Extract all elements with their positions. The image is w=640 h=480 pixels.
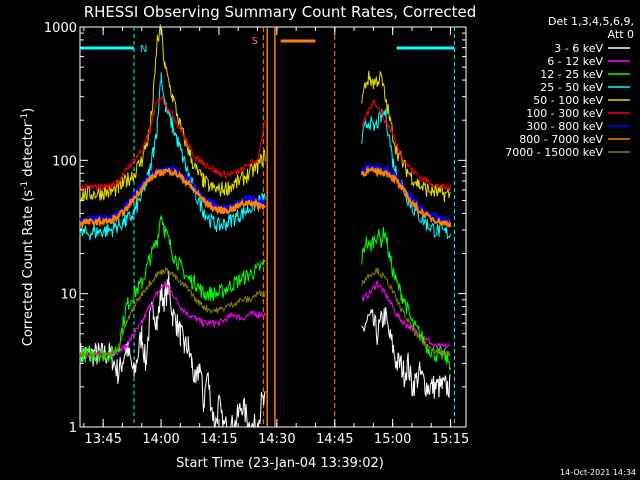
plot-frame [79,26,467,428]
series-line-8 [361,267,451,357]
x-tick-label: 14:30 [258,432,295,447]
series-line-1 [361,279,451,351]
night-label: N [140,44,147,55]
legend-detectors: Det 1,3,4,5,6,9, [548,15,634,28]
y-tick-label: 100 [52,154,77,169]
series-line-1 [79,281,266,359]
series-line-0 [79,270,266,429]
axis-layer: 1 10 100 1000 13:45 14:00 14:15 14:30 14:45 15:00… [44,21,469,447]
series-line-2 [79,215,266,363]
legend-label: 25 - 50 keV [540,81,603,94]
series-line-3 [79,72,266,241]
y-tick-label: 1 [69,421,77,436]
saa-label: S [252,36,258,47]
legend-label: 12 - 25 keV [540,68,603,81]
legend-label: 7000 - 15000 keV [505,146,603,159]
x-tick-label: 13:45 [84,432,121,447]
legend-label: 6 - 12 keV [547,55,603,68]
chart-title: RHESSI Observing Summary Count Rates, Co… [84,3,477,21]
footer-date: 14-Oct-2021 14:34 [560,468,636,477]
x-tick-label: 15:15 [432,432,469,447]
series-line-8 [79,266,266,360]
y-axis-label: Corrected Count Rate (s-1 detector-1) [20,108,36,346]
series-line-5 [361,99,452,191]
y-tick-label: 1000 [44,21,77,36]
x-tick-label: 14:00 [142,432,179,447]
x-tick-label: 15:00 [374,432,411,447]
series-line-2 [361,226,452,371]
x-axis-label: Start Time (23-Jan-04 13:39:02) [176,456,384,471]
series-line-7 [360,165,452,228]
legend-label: 800 - 7000 keV [519,133,603,146]
legend-label: 300 - 800 keV [526,120,603,133]
y-tick-label: 10 [60,288,77,303]
series-line-4 [79,24,266,202]
series-line-5 [79,95,266,192]
series-line-0 [361,307,451,399]
legend-attenuator: Att 0 [608,28,634,41]
series-line-7 [79,167,266,230]
series-layer [79,24,452,429]
x-tick-label: 14:15 [200,432,237,447]
x-tick-label: 14:45 [316,432,353,447]
series-line-4 [361,70,451,202]
legend-label: 100 - 300 keV [526,107,603,120]
legend-label: 50 - 100 keV [533,94,603,107]
observing-annotations: NS [80,27,455,427]
legend-label: 3 - 6 keV [554,42,603,55]
